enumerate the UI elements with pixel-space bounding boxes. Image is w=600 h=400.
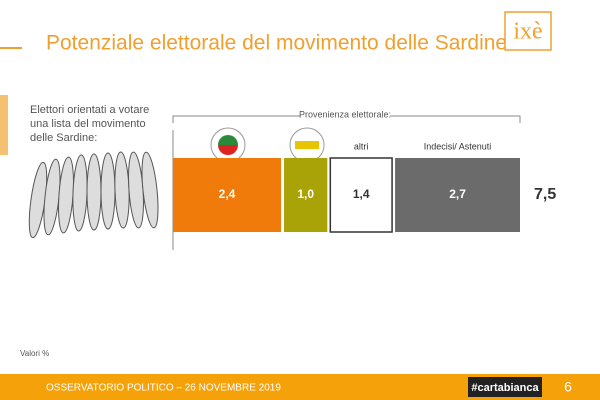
category-label: Indecisi/ Astenuti [424,141,492,151]
footer: OSSERVATORIO POLITICO – 26 NOVEMBRE 2019 [46,383,281,394]
m5s-logo-shape [295,141,319,149]
subtitle: Elettori orientati a votare una lista de… [30,104,150,143]
value-label: 2,4 [219,187,236,201]
brand-box [468,377,542,397]
group-label-bg [300,109,390,123]
pd-logo-shape [218,135,238,145]
bar-segment [395,158,520,232]
bar-segment [284,158,328,232]
value-label: 1,4 [353,187,370,201]
slide-title: Potenziale elettorale del movimento dell… [46,32,507,55]
value-label: 2,7 [449,187,466,201]
side-accent [0,95,8,155]
bar-segment [329,157,393,233]
logo: ixè [513,19,542,45]
pd-logo-shape [218,145,238,155]
total-label: 7,5 [534,186,556,203]
category-label: altri [354,141,369,151]
page-number: 6 [564,379,572,395]
brand: #cartabianca [471,382,539,394]
value-label: 1,0 [297,187,314,201]
logo-box [504,11,552,51]
subtitle-box: Elettori orientati a votare una lista de… [30,104,150,143]
note: Valori % [20,349,49,358]
bar-segment [173,158,282,232]
group-label: Provenienza elettorale: [299,109,391,119]
sardines [28,151,159,239]
